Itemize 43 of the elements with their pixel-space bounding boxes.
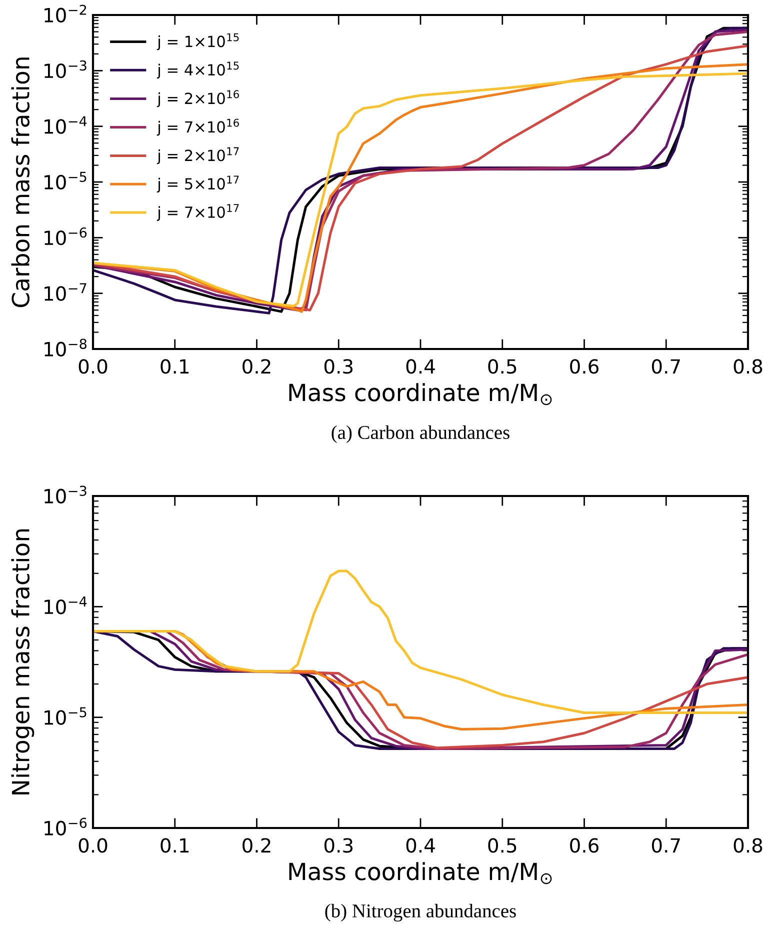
x-tick-label: 0.4 xyxy=(406,359,435,374)
x-axis-title: Mass coordinate m/M$_{⊙}$ xyxy=(289,383,552,406)
legend-label: j = 7×10$^{16}$ xyxy=(156,118,239,136)
y-tick-label: 10$^{−5}$ xyxy=(44,707,86,725)
y-tick-label: 10$^{−4}$ xyxy=(44,596,87,614)
legend-label: j = 5×10$^{17}$ xyxy=(156,176,239,193)
y-axis-title: Nitrogen mass fraction xyxy=(11,529,34,794)
y-tick-label: 10$^{−6}$ xyxy=(44,227,87,246)
y-axis-title: Carbon mass fraction xyxy=(11,58,30,308)
y-tick-label: 10$^{−8}$ xyxy=(44,338,87,357)
x-tick-label: 0.3 xyxy=(324,359,353,374)
legend-label: j = 2×10$^{17}$ xyxy=(156,147,239,164)
legend-label: j = 1×10$^{15}$ xyxy=(156,33,239,50)
legend-label: j = 2×10$^{16}$ xyxy=(156,90,239,108)
x-tick-label: 0.1 xyxy=(160,838,189,853)
y-tick-label: 10$^{−5}$ xyxy=(44,172,86,190)
y-tick-label: 10$^{−2}$ xyxy=(44,4,86,23)
y-tick-label: 10$^{−6}$ xyxy=(44,818,87,836)
y-tick-label: 10$^{−4}$ xyxy=(44,116,87,134)
x-tick-label: 0.8 xyxy=(734,359,762,374)
y-tick-label: 10$^{−7}$ xyxy=(44,283,86,301)
x-tick-label: 0.8 xyxy=(734,838,762,853)
x-tick-label: 0.7 xyxy=(652,838,680,853)
x-tick-label: 0.5 xyxy=(488,838,516,853)
x-tick-label: 0.0 xyxy=(78,838,108,853)
x-tick-label: 0.6 xyxy=(570,359,598,374)
x-tick-label: 0.2 xyxy=(242,838,270,853)
x-tick-label: 0.1 xyxy=(160,359,189,374)
x-tick-label: 0.3 xyxy=(324,838,353,853)
x-tick-label: 0.6 xyxy=(570,838,598,853)
x-tick-label: 0.2 xyxy=(242,359,270,374)
y-tick-label: 10$^{−3}$ xyxy=(44,60,86,78)
x-tick-label: 0.5 xyxy=(488,359,516,374)
text: (a) Carbon abundances xyxy=(332,425,510,443)
x-tick-label: 0.7 xyxy=(652,359,680,374)
x-tick-label: 0.4 xyxy=(406,838,435,853)
line-series xyxy=(93,570,748,714)
x-tick-label: 0.0 xyxy=(78,359,108,374)
x-axis-title: Mass coordinate m/M$_{⊙}$ xyxy=(289,862,552,884)
legend-label: j = 4×10$^{15}$ xyxy=(156,62,239,79)
legend-label: j = 7×10$^{17}$ xyxy=(156,204,239,221)
y-tick-label: 10$^{−3}$ xyxy=(44,486,86,504)
text: (b) Nitrogen abundances xyxy=(325,904,516,922)
